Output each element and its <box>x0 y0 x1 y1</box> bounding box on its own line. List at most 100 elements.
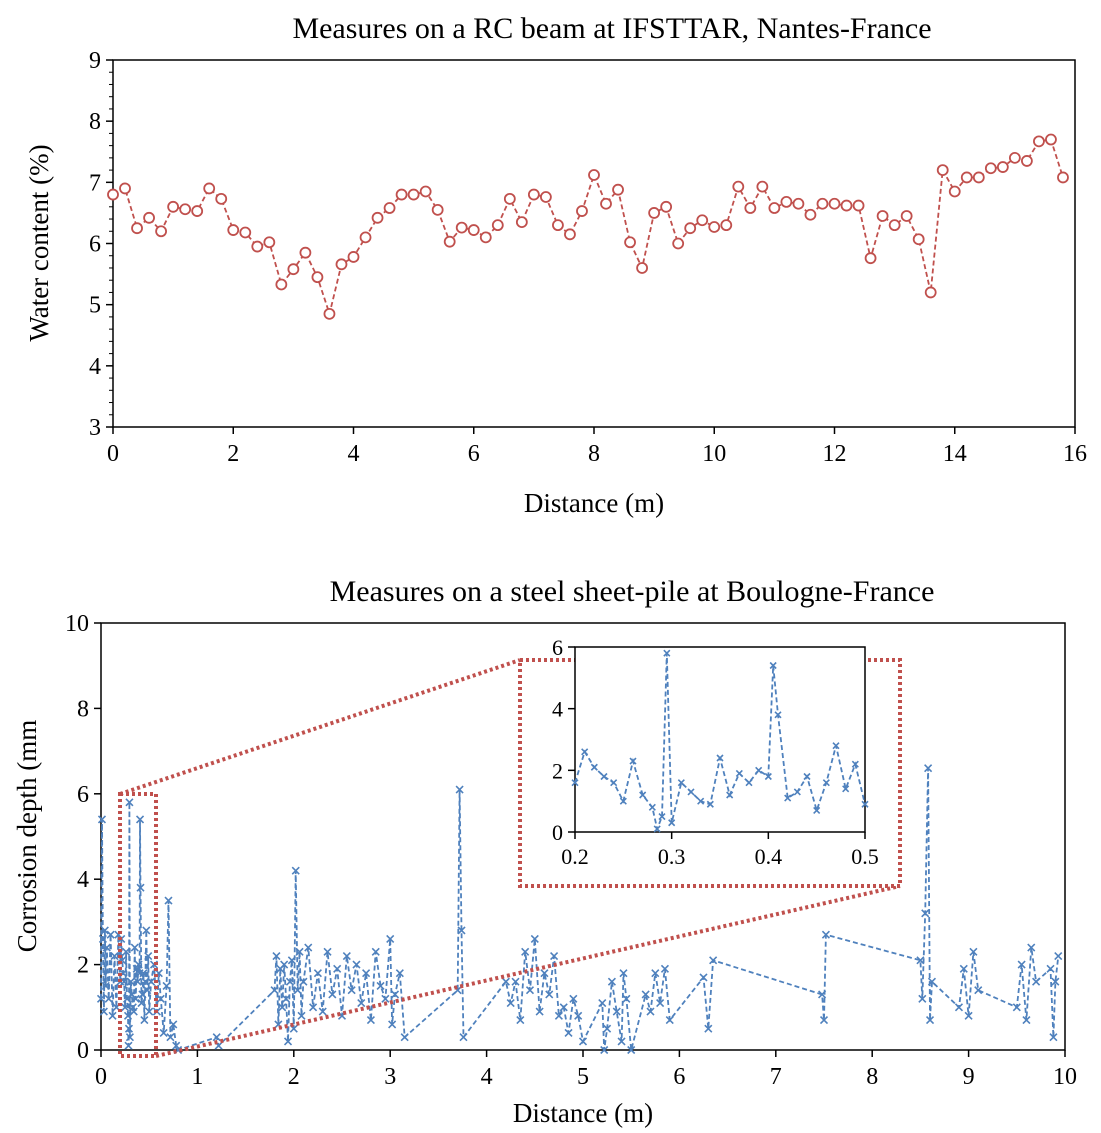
data-point <box>735 769 743 777</box>
data-point <box>603 1024 612 1033</box>
data-point <box>503 192 516 205</box>
data-point <box>119 182 131 195</box>
data-point <box>622 994 631 1003</box>
data-point <box>969 947 978 956</box>
data-point <box>948 185 961 198</box>
data-point <box>291 866 300 875</box>
data-point <box>709 956 718 965</box>
data-point <box>390 990 400 999</box>
data-point <box>282 994 291 1003</box>
data-point <box>617 1037 626 1046</box>
data-point <box>780 196 793 208</box>
data-point <box>624 236 636 249</box>
data-point <box>239 226 252 239</box>
data-point <box>636 262 648 274</box>
data-point <box>612 183 624 196</box>
data-point <box>660 200 673 213</box>
data-point <box>578 1037 588 1046</box>
data-point <box>371 947 380 956</box>
data-point <box>139 969 148 978</box>
data-point <box>295 947 304 956</box>
data-point <box>104 994 113 1003</box>
data-point <box>600 197 612 210</box>
y-axis-label: Corrosion depth (mm <box>12 720 42 952</box>
data-point <box>658 813 666 821</box>
data-point <box>287 956 296 965</box>
data-point <box>335 258 348 271</box>
data-point <box>876 210 889 222</box>
y-tick-label: 0 <box>552 820 563 845</box>
data-point <box>106 930 115 939</box>
data-point <box>479 231 492 244</box>
data-point <box>912 233 925 246</box>
data-point <box>677 779 685 787</box>
data-point <box>386 934 395 944</box>
data-point <box>535 1007 544 1016</box>
data-point <box>143 986 152 995</box>
data-point <box>143 211 155 224</box>
data-point <box>395 969 404 978</box>
data-point <box>720 219 733 232</box>
data-point <box>1022 1016 1031 1025</box>
data-point <box>506 998 515 1008</box>
data-point <box>383 202 396 214</box>
data-point <box>155 225 168 238</box>
data-point <box>359 231 372 244</box>
data-point <box>813 806 821 814</box>
data-point <box>125 1033 134 1042</box>
zoom-source-box <box>118 792 158 1058</box>
data-point <box>590 763 598 771</box>
data-point <box>525 986 535 995</box>
data-point <box>362 969 371 978</box>
data-point <box>663 649 671 657</box>
x-tick-label: 5 <box>577 1064 589 1090</box>
data-point <box>323 307 336 320</box>
data-point <box>925 1016 935 1025</box>
data-point <box>287 263 300 276</box>
data-point <box>842 785 850 793</box>
data-point <box>1008 151 1021 164</box>
data-point <box>352 960 361 969</box>
data-point <box>299 246 312 259</box>
data-point <box>131 222 143 235</box>
data-point <box>972 171 985 184</box>
data-point <box>100 926 109 935</box>
data-point <box>280 960 289 969</box>
data-point <box>107 188 119 201</box>
data-point <box>900 210 913 222</box>
data-point <box>550 951 559 961</box>
data-point <box>455 221 468 234</box>
data-point <box>726 791 734 799</box>
data-point <box>121 1003 130 1012</box>
data-point <box>745 779 753 787</box>
data-point <box>959 964 968 973</box>
data-point <box>323 947 332 956</box>
data-point <box>156 994 165 1003</box>
data-point <box>124 1041 133 1050</box>
data-point <box>851 760 859 768</box>
data-point <box>371 211 384 224</box>
data-point <box>511 977 520 986</box>
data-point <box>612 1007 621 1016</box>
data-point <box>169 1020 178 1029</box>
data-point <box>571 779 579 787</box>
y-axis-ticks: 3 4 5 6 7 8 9 <box>89 48 113 441</box>
data-point <box>804 208 817 221</box>
x-tick-label: 0.5 <box>851 844 879 869</box>
data-point <box>598 998 607 1008</box>
data-point <box>564 1028 573 1037</box>
data-point <box>102 943 111 952</box>
data-point <box>840 199 853 212</box>
y-tick-label: 5 <box>89 293 101 319</box>
data-point <box>342 951 351 961</box>
x-tick-label: 0 <box>107 441 119 467</box>
inset-plot-frame <box>574 646 866 833</box>
data-point <box>527 188 540 201</box>
y-tick-label: 8 <box>77 696 89 722</box>
data-point <box>564 228 576 241</box>
data-point <box>755 766 763 774</box>
data-point <box>318 1007 327 1016</box>
data-point <box>124 1024 134 1033</box>
x-tick-label: 7 <box>770 1064 782 1090</box>
data-point <box>639 791 647 799</box>
